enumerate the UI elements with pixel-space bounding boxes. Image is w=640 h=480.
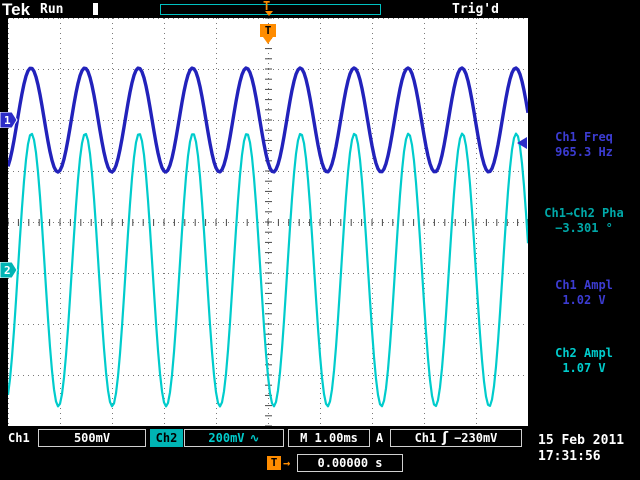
rising-edge-icon: ʃ bbox=[442, 430, 449, 446]
measurement-ch1-ampl: Ch1 Ampl 1.02 V bbox=[528, 278, 640, 308]
trigger-readout: Ch1 ʃ −230mV bbox=[390, 429, 522, 447]
channel1-marker: 1 bbox=[0, 112, 18, 128]
measurement-label: Ch1→Ch2 Pha bbox=[544, 206, 624, 220]
waveform-display bbox=[8, 18, 528, 426]
trigger-marker-badge: T bbox=[267, 456, 281, 470]
measurement-value: 965.3 Hz bbox=[555, 145, 613, 159]
trigger-level-arrow-icon bbox=[517, 137, 527, 149]
ac-coupling-icon: ∿ bbox=[249, 431, 260, 445]
arrow-icon: → bbox=[283, 456, 291, 470]
waveform-ch2 bbox=[8, 132, 528, 408]
trigger-position-flag: T bbox=[260, 24, 276, 44]
measurement-ch1-freq: Ch1 Freq 965.3 Hz bbox=[528, 130, 640, 160]
trigger-position-tick-icon bbox=[265, 11, 273, 20]
record-cursor-icon bbox=[93, 3, 98, 15]
date-text: 15 Feb 2011 bbox=[538, 433, 625, 448]
ch1-label: Ch1 bbox=[8, 431, 30, 445]
time-text: 17:31:56 bbox=[538, 449, 601, 464]
ch2-label-badge: Ch2 bbox=[150, 429, 183, 447]
ch2-scale-readout: 200mV ∿ bbox=[184, 429, 284, 447]
measurement-ch1-ch2-phase: Ch1→Ch2 Pha −3.301 ° bbox=[528, 206, 640, 236]
measurement-value: 1.07 V bbox=[562, 361, 606, 375]
measurement-ch2-ampl: Ch2 Ampl 1.07 V bbox=[528, 346, 640, 376]
tek-logo: Tek bbox=[2, 0, 31, 19]
channel2-marker: 2 bbox=[0, 262, 18, 278]
measurement-value: 1.02 V bbox=[562, 293, 606, 307]
trigger-position-readout: 0.00000 s bbox=[297, 454, 403, 472]
measurement-label: Ch1 Ampl bbox=[555, 278, 613, 292]
graticule-area: T bbox=[8, 18, 528, 426]
waveform-ch1 bbox=[8, 66, 528, 174]
trigger-prefix: A bbox=[376, 431, 384, 445]
channel2-marker-label: 2 bbox=[4, 264, 11, 277]
datetime: 15 Feb 2011 17:31:56 bbox=[538, 433, 624, 465]
acquisition-state: Run bbox=[40, 2, 64, 17]
timebase-readout: M 1.00ms bbox=[288, 429, 370, 447]
measurement-value: −3.301 ° bbox=[555, 221, 613, 235]
trigger-position-indicator: T bbox=[263, 0, 271, 13]
trigger-status: Trig'd bbox=[452, 2, 499, 17]
channel1-marker-label: 1 bbox=[4, 114, 11, 127]
measurement-label: Ch2 Ampl bbox=[555, 346, 613, 360]
measurement-label: Ch1 Freq bbox=[555, 130, 613, 144]
ch1-scale-readout: 500mV bbox=[38, 429, 146, 447]
